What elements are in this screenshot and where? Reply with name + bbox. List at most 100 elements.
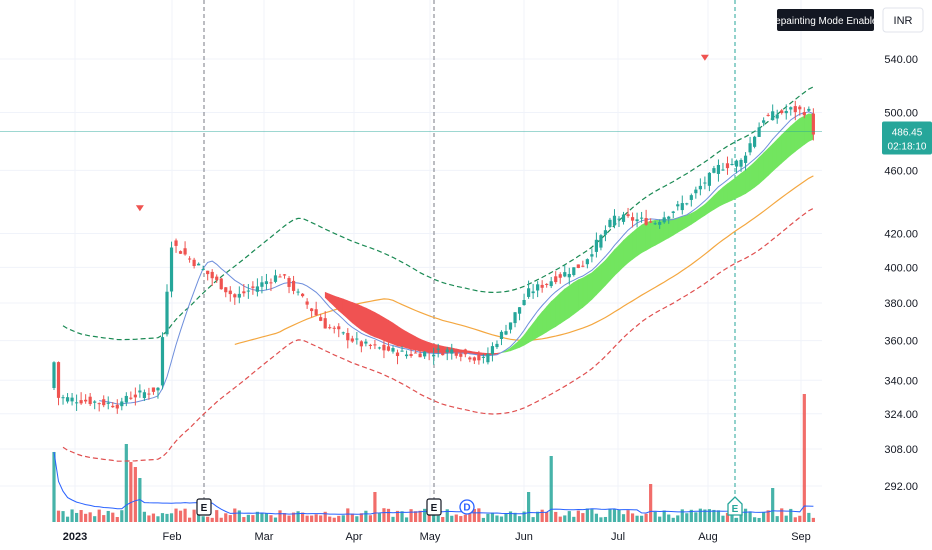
candlestick[interactable] [210,269,214,287]
candlestick[interactable] [481,353,485,364]
candlestick[interactable] [662,211,666,224]
candlestick[interactable] [490,342,495,362]
candlestick[interactable] [346,328,350,349]
candlestick[interactable] [454,351,458,359]
candlestick[interactable] [748,136,752,156]
candlestick[interactable] [649,218,653,224]
candlestick[interactable] [382,338,386,359]
candlestick[interactable] [635,212,639,228]
candlestick[interactable] [305,298,309,309]
candlestick[interactable] [504,324,508,336]
candlestick[interactable] [567,267,571,285]
candlestick[interactable] [183,241,187,256]
candlestick[interactable] [612,209,617,229]
candlestick[interactable] [52,361,56,391]
candlestick[interactable] [418,349,422,358]
candlestick[interactable] [391,346,395,354]
candlestick[interactable] [228,286,232,302]
candlestick[interactable] [599,234,603,251]
candlestick[interactable] [368,343,372,350]
candlestick[interactable] [775,109,779,124]
candlestick[interactable] [97,402,101,412]
candlestick[interactable] [753,135,757,149]
candlestick[interactable] [743,152,748,171]
candlestick[interactable] [644,209,648,226]
candlestick[interactable] [364,338,368,347]
candlestick[interactable] [423,350,427,359]
candlestick[interactable] [341,331,345,335]
earnings-marker[interactable]: E [727,496,743,516]
candlestick[interactable] [436,343,440,358]
candlestick[interactable] [287,276,291,294]
candlestick[interactable] [373,340,377,350]
candlestick[interactable] [197,262,201,266]
candlestick[interactable] [531,283,535,299]
candlestick[interactable] [133,387,137,406]
candlestick[interactable] [115,399,119,414]
candlestick[interactable] [798,105,802,116]
candlestick[interactable] [603,225,608,242]
candlestick[interactable] [630,212,635,228]
candlestick[interactable] [169,241,174,298]
candlestick[interactable] [386,342,391,352]
candlestick[interactable] [789,106,793,116]
candlestick[interactable] [527,280,531,299]
candlestick[interactable] [359,340,363,353]
dividend-marker[interactable]: D [459,499,475,515]
candlestick[interactable] [400,346,404,352]
candlestick[interactable] [621,211,626,225]
candlestick[interactable] [219,277,223,290]
candlestick[interactable] [160,332,165,390]
candlestick[interactable] [766,113,770,117]
currency-button[interactable]: INR [882,7,924,33]
candlestick[interactable] [242,284,246,297]
candlestick[interactable] [459,349,463,362]
candlestick[interactable] [517,307,522,321]
candlestick[interactable] [730,158,734,166]
candlestick[interactable] [84,394,88,404]
candlestick[interactable] [70,392,74,406]
candlestick[interactable] [296,288,300,296]
candlestick[interactable] [61,394,65,405]
candlestick[interactable] [721,162,725,171]
candlestick[interactable] [712,165,716,174]
candlestick[interactable] [671,210,675,219]
candlestick[interactable] [224,287,228,298]
candlestick[interactable] [626,207,630,218]
candlestick[interactable] [694,186,698,199]
candlestick[interactable] [377,346,382,350]
candlestick[interactable] [508,322,513,334]
candlestick[interactable] [653,221,657,225]
candlestick[interactable] [246,284,250,299]
candlestick[interactable] [716,159,721,182]
candlestick[interactable] [594,232,598,258]
candlestick[interactable] [151,387,156,395]
candlestick[interactable] [545,283,549,288]
candlestick[interactable] [576,264,580,269]
candlestick[interactable] [310,307,314,318]
candlestick[interactable] [563,265,567,278]
candlestick[interactable] [802,107,806,119]
candlestick[interactable] [807,106,811,113]
candlestick[interactable] [142,389,146,402]
last-price-label[interactable]: 486.45 02:18:10 [882,121,932,155]
candlestick[interactable] [106,396,110,410]
candlestick[interactable] [676,200,680,211]
candlestick[interactable] [260,276,264,294]
candlestick[interactable] [590,248,594,263]
candlestick[interactable] [441,347,445,356]
candlestick[interactable] [111,402,115,408]
candlestick[interactable] [499,330,504,346]
candlestick[interactable] [468,356,472,363]
candlestick[interactable] [734,159,739,174]
candlestick[interactable] [65,393,70,404]
candlestick[interactable] [120,397,124,411]
candlestick[interactable] [201,265,205,271]
sell-signal-arrow[interactable] [135,205,144,212]
candlestick[interactable] [251,281,255,295]
candlestick[interactable] [486,347,490,365]
candlestick[interactable] [264,273,269,291]
candlestick[interactable] [332,325,336,334]
candlestick[interactable] [698,178,702,196]
